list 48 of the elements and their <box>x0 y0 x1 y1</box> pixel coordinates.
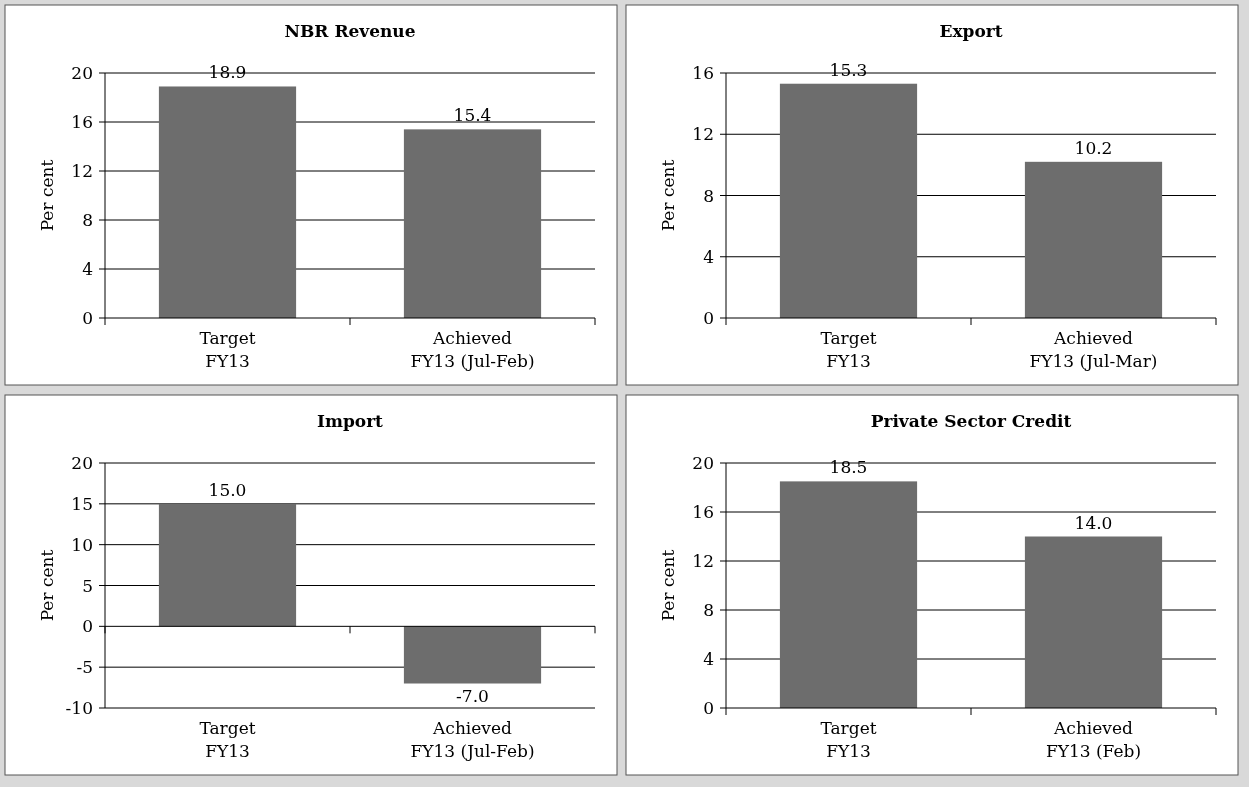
y-tick-label: 10 <box>71 534 93 555</box>
y-tick-label: 0 <box>703 698 714 718</box>
chart-title: Import <box>317 411 384 431</box>
chart-title: Export <box>939 21 1003 41</box>
chart-title: Private Sector Credit <box>870 411 1072 431</box>
y-tick-label: 0 <box>82 616 93 637</box>
y-tick-label: 16 <box>71 112 93 132</box>
x-tick-label: Achieved FY13 (Jul-Mar) <box>1029 328 1158 371</box>
y-axis-title: Per cent <box>37 549 57 622</box>
chart-title: NBR Revenue <box>284 21 416 41</box>
y-tick-label: 4 <box>703 246 714 267</box>
y-tick-label: 4 <box>703 649 714 669</box>
y-tick-label: 15 <box>71 493 93 514</box>
data-label: 14.0 <box>1074 512 1113 533</box>
y-tick-label: 16 <box>692 502 714 522</box>
data-label: 18.5 <box>829 457 868 478</box>
y-axis-title: Per cent <box>37 159 57 232</box>
y-tick-label: 12 <box>71 161 93 181</box>
x-tick-label: Target FY13 <box>820 328 877 371</box>
y-tick-label: 12 <box>692 124 714 145</box>
x-tick-label: Target FY13 <box>199 718 256 761</box>
data-label: -7.0 <box>456 685 489 706</box>
y-tick-label: 8 <box>703 600 714 620</box>
data-label: 15.4 <box>453 105 492 126</box>
y-tick-label: 20 <box>71 453 93 473</box>
data-label: 18.9 <box>208 62 247 83</box>
y-tick-label: 0 <box>82 308 93 328</box>
data-label: 10.2 <box>1074 137 1113 158</box>
data-label: 15.0 <box>208 479 247 500</box>
y-tick-label: 5 <box>82 575 93 596</box>
y-tick-label: 0 <box>703 308 714 328</box>
x-tick-label: Achieved FY13 (Feb) <box>1045 718 1142 761</box>
x-tick-label: Achieved FY13 (Jul-Feb) <box>410 328 535 371</box>
y-tick-label: 20 <box>692 453 714 473</box>
y-tick-label: 8 <box>82 210 93 230</box>
x-tick-label: Achieved FY13 (Jul-Feb) <box>410 718 535 761</box>
y-tick-label: 8 <box>703 185 714 206</box>
x-tick-label: Target FY13 <box>199 328 256 371</box>
y-tick-label: 20 <box>71 63 93 83</box>
y-tick-label: 16 <box>692 63 714 83</box>
y-tick-label: 4 <box>82 259 93 279</box>
y-axis-title: Per cent <box>658 549 678 622</box>
data-label: 15.3 <box>829 59 868 80</box>
x-tick-label: Target FY13 <box>820 718 877 761</box>
y-tick-label: -10 <box>65 698 93 718</box>
y-tick-label: -5 <box>76 657 93 678</box>
y-axis-title: Per cent <box>658 159 678 232</box>
y-tick-label: 12 <box>692 551 714 571</box>
